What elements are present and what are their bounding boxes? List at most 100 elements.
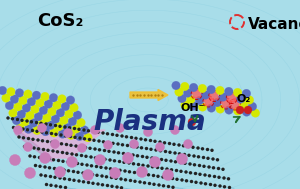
Circle shape: [180, 178, 184, 182]
Circle shape: [47, 157, 51, 161]
Circle shape: [203, 173, 207, 177]
Circle shape: [175, 88, 183, 96]
Circle shape: [184, 170, 188, 174]
Circle shape: [78, 136, 82, 140]
Circle shape: [171, 186, 175, 189]
Circle shape: [32, 146, 36, 150]
Circle shape: [117, 151, 120, 154]
Circle shape: [194, 181, 198, 184]
Circle shape: [178, 94, 186, 103]
Circle shape: [122, 161, 126, 164]
Circle shape: [51, 115, 60, 123]
Circle shape: [170, 125, 179, 135]
Circle shape: [141, 155, 144, 158]
Text: Vacancies: Vacancies: [248, 17, 300, 32]
Circle shape: [100, 174, 104, 178]
Polygon shape: [18, 130, 105, 158]
Circle shape: [149, 156, 161, 167]
Circle shape: [144, 138, 147, 142]
Circle shape: [192, 154, 196, 158]
Circle shape: [177, 143, 181, 147]
Circle shape: [24, 125, 33, 133]
Circle shape: [169, 159, 173, 163]
Circle shape: [128, 170, 131, 174]
Circle shape: [35, 121, 38, 124]
Circle shape: [86, 172, 89, 176]
Circle shape: [122, 153, 134, 163]
Circle shape: [88, 138, 91, 141]
Circle shape: [90, 164, 93, 167]
Circle shape: [55, 141, 59, 145]
Circle shape: [134, 137, 138, 140]
Circle shape: [67, 169, 70, 173]
Circle shape: [182, 144, 185, 147]
Circle shape: [171, 177, 174, 180]
Circle shape: [136, 167, 148, 177]
Circle shape: [121, 143, 124, 146]
Circle shape: [124, 178, 127, 181]
Circle shape: [21, 117, 29, 126]
Circle shape: [183, 153, 186, 156]
Circle shape: [58, 130, 67, 138]
Circle shape: [155, 157, 158, 160]
Circle shape: [94, 156, 97, 160]
Circle shape: [139, 137, 143, 141]
Circle shape: [17, 135, 21, 139]
Circle shape: [61, 102, 70, 111]
Circle shape: [51, 149, 55, 153]
Circle shape: [95, 174, 99, 177]
Circle shape: [36, 98, 44, 107]
Circle shape: [58, 95, 66, 103]
Circle shape: [185, 179, 188, 183]
Circle shape: [32, 91, 41, 100]
Circle shape: [213, 98, 221, 107]
Circle shape: [187, 145, 190, 148]
Circle shape: [64, 186, 67, 189]
Circle shape: [30, 120, 33, 123]
Polygon shape: [15, 130, 52, 162]
Circle shape: [116, 142, 120, 146]
Circle shape: [179, 161, 182, 164]
Circle shape: [198, 173, 202, 176]
Circle shape: [111, 133, 114, 136]
Circle shape: [242, 108, 251, 116]
Circle shape: [216, 105, 224, 113]
Circle shape: [137, 163, 140, 166]
Circle shape: [239, 101, 248, 110]
Circle shape: [190, 102, 198, 110]
Circle shape: [189, 83, 198, 92]
Circle shape: [82, 170, 94, 180]
Circle shape: [38, 123, 46, 132]
Circle shape: [188, 162, 192, 166]
Circle shape: [48, 166, 51, 170]
Circle shape: [204, 97, 213, 106]
Circle shape: [196, 146, 200, 150]
Text: Plasma: Plasma: [94, 108, 206, 136]
Circle shape: [39, 122, 43, 125]
Circle shape: [49, 123, 52, 126]
Circle shape: [145, 156, 149, 159]
Circle shape: [138, 180, 142, 184]
Circle shape: [179, 170, 183, 173]
Circle shape: [110, 185, 114, 188]
Circle shape: [63, 125, 67, 129]
Circle shape: [198, 84, 207, 93]
Circle shape: [22, 136, 25, 139]
Circle shape: [80, 163, 84, 166]
Circle shape: [181, 82, 189, 91]
Circle shape: [65, 110, 73, 118]
Text: OH⁻: OH⁻: [181, 103, 205, 113]
Circle shape: [165, 167, 169, 171]
Circle shape: [224, 87, 233, 96]
Circle shape: [37, 147, 40, 150]
Circle shape: [99, 166, 103, 169]
Text: O₂: O₂: [237, 94, 251, 104]
Circle shape: [116, 123, 124, 132]
Circle shape: [114, 168, 117, 171]
Circle shape: [46, 121, 55, 130]
Circle shape: [84, 155, 88, 158]
Circle shape: [194, 172, 197, 175]
Circle shape: [38, 156, 41, 159]
Circle shape: [54, 133, 58, 136]
Circle shape: [207, 104, 216, 112]
